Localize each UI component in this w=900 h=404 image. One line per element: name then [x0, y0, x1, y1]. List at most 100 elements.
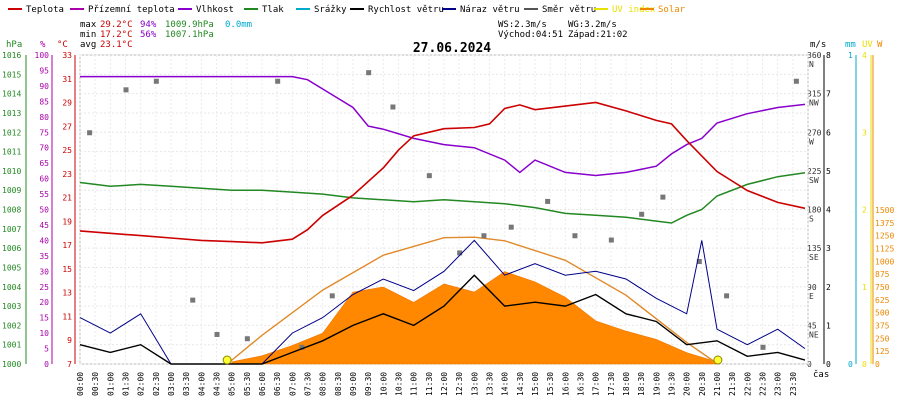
x-tick-label: 07:00 [288, 372, 297, 396]
series-humidity [80, 75, 806, 177]
tick-dir-name: SW [809, 176, 819, 185]
axis-unit-pct: % [40, 40, 46, 50]
tick-ms: 0 [826, 360, 831, 369]
tick-pct: 90 [39, 82, 49, 91]
tick-hpa: 1000 [2, 360, 21, 369]
series-pressure [79, 172, 806, 224]
tick-ms: 1 [826, 321, 831, 330]
tick-pct: 85 [39, 97, 49, 106]
sunset-marker [713, 355, 723, 365]
tick-pct: 65 [39, 159, 49, 168]
series-wind-direction-point [329, 293, 335, 299]
x-tick-label: 16:00 [561, 372, 570, 396]
x-tick-label: 19:00 [652, 372, 661, 396]
tick-ms: 6 [826, 128, 831, 137]
tick-hpa: 1012 [2, 128, 21, 137]
tick-pct: 50 [39, 206, 49, 215]
tick-pct: 20 [39, 298, 49, 307]
legend-label: UV index [612, 5, 656, 15]
stats-wg: WG:3.2m/s [568, 20, 617, 30]
tick-hpa: 1015 [2, 70, 21, 79]
tick-deg: 15 [62, 265, 72, 274]
series-wind-direction-point [299, 344, 305, 350]
tick-hpa: 1009 [2, 186, 21, 195]
tick-uv: 3 [862, 128, 867, 137]
tick-deg: 21 [62, 194, 72, 203]
chart-title: 27.06.2024 [413, 41, 491, 56]
legend-label: Náraz větru [460, 5, 520, 15]
legend-label: Tlak [262, 5, 284, 15]
series-wind-direction-point [481, 233, 487, 239]
sunrise-marker [222, 355, 232, 365]
x-tick-label: 15:00 [531, 372, 540, 396]
tick-uv: 1 [862, 283, 867, 292]
tick-w: 250 [875, 334, 890, 343]
tick-ms: 2 [826, 283, 831, 292]
tick-hpa: 1016 [2, 51, 21, 60]
tick-dir-name: W [809, 137, 814, 146]
tick-hpa: 1001 [2, 341, 21, 350]
tick-pct: 80 [39, 113, 49, 122]
tick-deg: 7 [67, 360, 72, 369]
x-tick-label: 19:30 [668, 372, 677, 396]
tick-deg: 19 [62, 217, 72, 226]
series-wind-direction-point [572, 233, 578, 239]
tick-hpa: 1013 [2, 109, 21, 118]
tick-dir: 180 [807, 206, 822, 215]
tick-w: 1000 [875, 257, 894, 266]
stats-ws: WS:2.3m/s [498, 20, 547, 30]
x-tick-label: 22:00 [743, 372, 752, 396]
tick-pct: 10 [39, 329, 49, 338]
tick-w: 0 [875, 360, 880, 369]
tick-w: 125 [875, 347, 890, 356]
x-tick-label: 10:00 [379, 372, 388, 396]
x-tick-label: 18:30 [637, 372, 646, 396]
tick-ms: 3 [826, 244, 831, 253]
stats-avg-label: avg [80, 40, 96, 50]
x-axis-label: čas [813, 369, 829, 380]
x-tick-label: 05:00 [228, 372, 237, 396]
tick-w: 750 [875, 283, 890, 292]
tick-mm: 0 [848, 360, 853, 369]
stats-block: max 29.2°C 94% 1009.9hPa 0.0mm min 17.2°… [80, 20, 628, 50]
tick-pct: 60 [39, 175, 49, 184]
x-tick-label: 09:30 [364, 372, 373, 396]
x-tick-label: 08:00 [319, 372, 328, 396]
tick-hpa: 1004 [2, 283, 21, 292]
axis-unit-hpa: hPa [6, 40, 22, 50]
tick-dir: 315 [807, 90, 822, 99]
series-wind-direction-point [153, 78, 159, 84]
axis-unit-mm: mm [845, 40, 856, 50]
series-temperature [79, 101, 806, 244]
series-wind-speed [79, 274, 806, 365]
x-tick-label: 01:00 [106, 372, 115, 396]
series-wind-direction-point [457, 250, 463, 256]
stats-sunrise: Východ:04:51 [498, 30, 563, 40]
series-wind-direction-point [660, 194, 666, 200]
tick-dir: 360 [807, 51, 822, 60]
legend: Teplota Přízemní teplota Vlhkost Tlak Srážky… [8, 5, 686, 15]
tick-w: 875 [875, 270, 890, 279]
x-tick-label: 02:00 [137, 372, 146, 396]
legend-label: Solar [658, 5, 686, 15]
tick-deg: 33 [62, 51, 72, 60]
tick-pct: 35 [39, 252, 49, 261]
series-wind-direction-point [545, 198, 551, 204]
series-wind-direction-point [724, 293, 730, 299]
tick-hpa: 1011 [2, 148, 21, 157]
x-tick-label: 04:00 [197, 372, 206, 396]
x-tick-label: 16:30 [577, 372, 586, 396]
series-wind-direction-point [696, 259, 702, 264]
x-tick-label: 07:30 [304, 372, 313, 396]
series-wind-direction-point [275, 78, 281, 84]
tick-deg: 31 [62, 75, 72, 84]
tick-pct: 75 [39, 128, 49, 137]
axis-unit-w: W [877, 40, 883, 50]
x-tick-label: 23:30 [789, 372, 798, 396]
tick-dir-name: S [809, 215, 814, 224]
tick-deg: 17 [62, 241, 72, 250]
series-wind-direction-point [608, 237, 614, 243]
tick-mm: 1 [848, 51, 853, 60]
tick-dir-name: E [809, 292, 814, 301]
series-wind-direction-point [760, 344, 766, 350]
